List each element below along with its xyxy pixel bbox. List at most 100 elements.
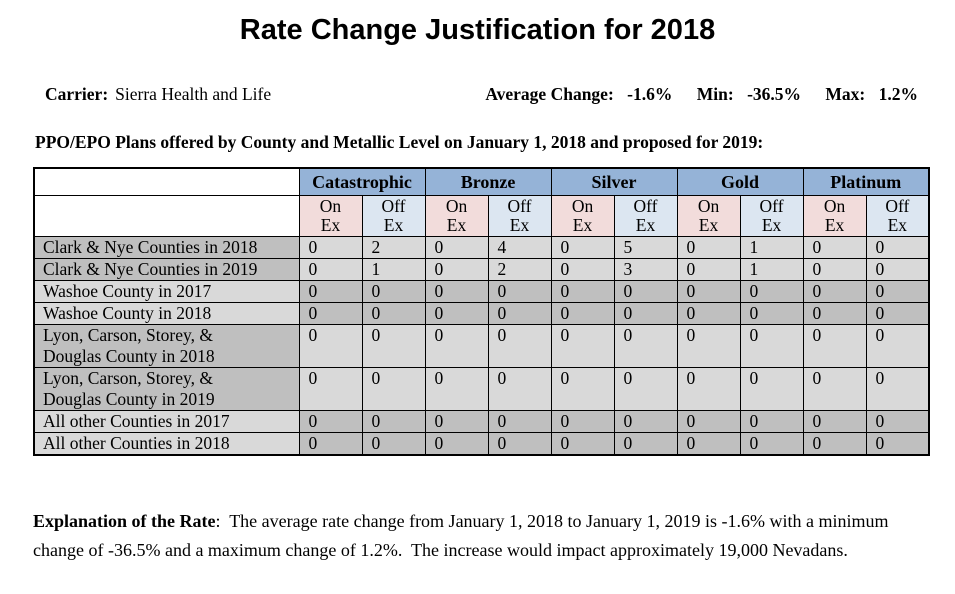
value-cell: 0 xyxy=(361,280,426,303)
value-cell: 0 xyxy=(739,432,804,456)
value-cell: 5 xyxy=(613,236,678,259)
subheader-on-ex: On Ex xyxy=(676,195,741,237)
value-cell: 2 xyxy=(361,236,426,259)
table-row: Lyon, Carson, Storey, & Douglas County i… xyxy=(33,367,930,411)
metal-header-silver: Silver xyxy=(550,167,678,196)
metal-header-catastrophic: Catastrophic xyxy=(298,167,426,196)
value-cell: 1 xyxy=(739,258,804,281)
row-label: Lyon, Carson, Storey, & Douglas County i… xyxy=(33,324,300,368)
value-cell: 4 xyxy=(487,236,552,259)
value-cell: 0 xyxy=(802,280,867,303)
explanation-label: Explanation of the Rate xyxy=(33,511,216,531)
value-cell: 0 xyxy=(487,432,552,456)
value-cell: 0 xyxy=(361,324,426,368)
subheader-off-ex: Off Ex xyxy=(739,195,804,237)
value-cell: 0 xyxy=(802,432,867,456)
value-cell: 0 xyxy=(361,367,426,411)
value-cell: 0 xyxy=(676,236,741,259)
subheader-line: Off xyxy=(507,196,532,216)
value-cell: 0 xyxy=(487,302,552,325)
value-cell: 0 xyxy=(550,302,615,325)
carrier-value: Sierra Health and Life xyxy=(115,84,272,104)
subheader-line: On xyxy=(697,196,720,216)
row-label: Clark & Nye Counties in 2019 xyxy=(33,258,300,281)
rate-stats: Average Change: -1.6% Min: -36.5% Max: 1… xyxy=(485,84,918,105)
subheader-line: Ex xyxy=(824,215,845,235)
row-label: Washoe County in 2017 xyxy=(33,280,300,303)
value-cell: 0 xyxy=(676,432,741,456)
value-cell: 0 xyxy=(298,302,363,325)
subheader-on-ex: On Ex xyxy=(424,195,489,237)
value-cell: 3 xyxy=(613,258,678,281)
subheader-line: Off xyxy=(633,196,658,216)
average-change-value: -1.6% xyxy=(627,84,673,104)
subheader-line: Ex xyxy=(320,215,341,235)
value-cell: 0 xyxy=(865,432,930,456)
value-cell: 0 xyxy=(613,367,678,411)
value-cell: 0 xyxy=(424,410,489,433)
value-cell: 0 xyxy=(424,258,489,281)
value-cell: 0 xyxy=(865,367,930,411)
table-row: Lyon, Carson, Storey, & Douglas County i… xyxy=(33,324,930,368)
value-cell: 0 xyxy=(550,432,615,456)
value-cell: 0 xyxy=(865,324,930,368)
page-title: Rate Change Justification for 2018 xyxy=(239,14,716,46)
value-cell: 0 xyxy=(550,236,615,259)
corner-cell-top xyxy=(33,167,300,196)
subheader-off-ex: Off Ex xyxy=(361,195,426,237)
value-cell: 0 xyxy=(802,258,867,281)
value-cell: 0 xyxy=(424,432,489,456)
table-heading: PPO/EPO Plans offered by County and Meta… xyxy=(35,132,764,152)
subheader-line: Ex xyxy=(509,215,530,235)
table-body: Catastrophic Bronze Silver Gold Platinum… xyxy=(33,167,930,456)
table-row: Washoe County in 2017 0 0 0 0 0 0 0 0 0 0 xyxy=(33,280,930,303)
carrier-label: Carrier: xyxy=(45,84,109,104)
subheader-line: Ex xyxy=(635,215,656,235)
value-cell: 0 xyxy=(739,280,804,303)
value-cell: 0 xyxy=(361,410,426,433)
value-cell: 0 xyxy=(739,410,804,433)
corner-cell-bottom xyxy=(33,195,300,237)
value-cell: 0 xyxy=(865,410,930,433)
value-cell: 0 xyxy=(802,324,867,368)
subheader-line: On xyxy=(445,196,468,216)
value-cell: 0 xyxy=(865,302,930,325)
carrier-row: Carrier: Sierra Health and Life Average … xyxy=(45,84,918,105)
metal-header-gold: Gold xyxy=(676,167,804,196)
subheader-off-ex: Off Ex xyxy=(865,195,930,237)
value-cell: 0 xyxy=(613,280,678,303)
value-cell: 0 xyxy=(487,367,552,411)
value-cell: 0 xyxy=(676,302,741,325)
value-cell: 0 xyxy=(298,280,363,303)
subheader-line: Ex xyxy=(383,215,404,235)
value-cell: 0 xyxy=(739,367,804,411)
value-cell: 0 xyxy=(550,367,615,411)
subheader-line: Ex xyxy=(761,215,782,235)
metal-header-platinum: Platinum xyxy=(802,167,930,196)
value-cell: 2 xyxy=(487,258,552,281)
subheader-off-ex: Off Ex xyxy=(613,195,678,237)
value-cell: 0 xyxy=(739,324,804,368)
value-cell: 0 xyxy=(550,324,615,368)
value-cell: 0 xyxy=(424,236,489,259)
subheader-line: Off xyxy=(381,196,406,216)
subheader-on-ex: On Ex xyxy=(802,195,867,237)
value-cell: 0 xyxy=(298,236,363,259)
metal-header-bronze: Bronze xyxy=(424,167,552,196)
value-cell: 0 xyxy=(298,258,363,281)
row-label: Lyon, Carson, Storey, & Douglas County i… xyxy=(33,367,300,411)
value-cell: 0 xyxy=(676,367,741,411)
value-cell: 0 xyxy=(487,410,552,433)
value-cell: 0 xyxy=(613,302,678,325)
value-cell: 0 xyxy=(802,410,867,433)
average-change-label: Average Change: xyxy=(485,84,614,104)
table-row: All other Counties in 2018 0 0 0 0 0 0 0 0 0 0 xyxy=(33,432,930,456)
subheader-line: Ex xyxy=(446,215,467,235)
value-cell: 0 xyxy=(865,280,930,303)
exchange-header-row: On Ex Off Ex On Ex Off Ex On Ex Off Ex On Ex Of… xyxy=(33,195,930,237)
value-cell: 0 xyxy=(865,258,930,281)
max-value: 1.2% xyxy=(878,84,918,104)
value-cell: 0 xyxy=(676,410,741,433)
table-row: Clark & Nye Counties in 2018 0 2 0 4 0 5 0 1 0 0 xyxy=(33,236,930,259)
